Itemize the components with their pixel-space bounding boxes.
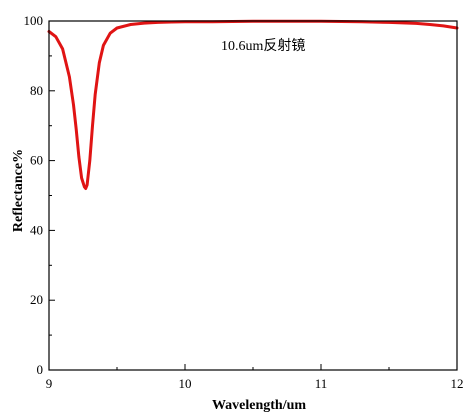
y-tick-label: 40 [30,222,43,237]
y-axis-title: Reflectance% [11,149,26,232]
plot-frame [48,20,458,371]
x-tick-label: 12 [451,376,464,391]
x-tick-label: 10 [179,376,192,391]
y-tick-label: 60 [30,153,43,168]
y-tick-label: 80 [30,83,43,98]
chart-annotation: 10.6um反射镜 [221,38,305,54]
x-tick-label: 11 [315,376,328,391]
y-tick-label: 0 [37,362,44,377]
y-tick-label: 100 [24,13,44,28]
y-tick-label: 20 [30,292,43,307]
x-axis-title: Wavelength/um [212,398,306,413]
x-tick-label: 9 [46,376,53,391]
